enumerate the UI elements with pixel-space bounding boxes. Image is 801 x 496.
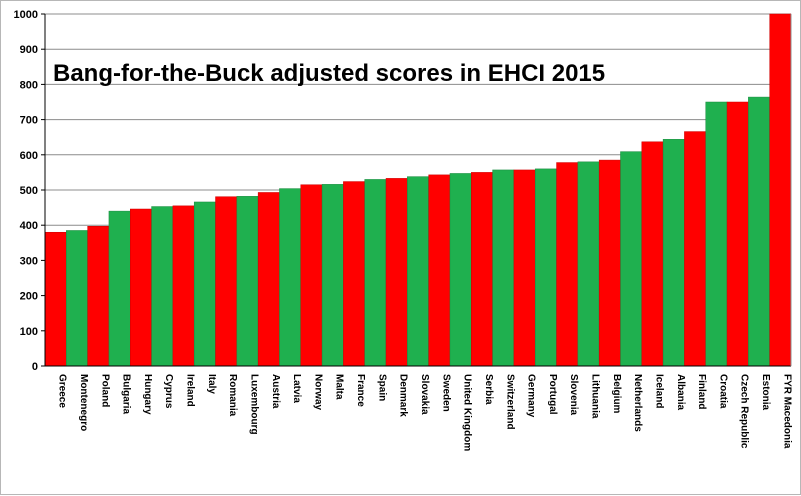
bar <box>620 151 643 367</box>
bar <box>556 162 579 367</box>
bar <box>769 13 792 367</box>
x-tick-label: Lithuania <box>590 374 601 419</box>
x-tick-label: Romania <box>227 374 238 417</box>
y-tick-label: 600 <box>20 150 38 162</box>
x-tick-label: Bulgaria <box>121 374 132 414</box>
x-tick-label: Iceland <box>653 374 664 408</box>
bar <box>172 205 195 367</box>
x-tick-label: Greece <box>57 374 68 408</box>
bar <box>321 184 344 367</box>
x-tick-label: Luxembourg <box>248 374 259 435</box>
bar <box>279 188 302 367</box>
bar <box>343 181 365 367</box>
bar <box>577 161 600 367</box>
x-tick-label: Ireland <box>185 374 196 407</box>
x-tick-label: Czech Republic <box>739 374 750 449</box>
bar <box>598 159 621 367</box>
y-tick-label: 900 <box>20 44 38 56</box>
x-tick-label: Switzerland <box>504 374 515 430</box>
x-tick-label: France <box>355 374 366 407</box>
bars <box>44 13 792 367</box>
x-tick-label: Italy <box>206 374 217 394</box>
x-tick-label: Montenegro <box>78 374 89 431</box>
x-tick-label: Denmark <box>398 374 409 417</box>
y-tick-label: 500 <box>20 185 38 197</box>
bar <box>66 230 88 367</box>
x-tick-label: Serbia <box>483 374 494 405</box>
x-tick-label: Albania <box>675 374 686 411</box>
bar <box>534 168 557 367</box>
x-tick-label: Belgium <box>611 374 622 414</box>
bar <box>407 176 429 367</box>
x-tick-label: Estonia <box>760 374 771 411</box>
x-tick-label: Hungary <box>142 374 153 415</box>
bar <box>257 192 280 367</box>
y-tick-label: 0 <box>32 361 38 373</box>
labels: 0 100 200 300 400 500 600 700 800 900 1000 Greece Mo… <box>14 9 793 451</box>
bar <box>215 196 238 367</box>
x-tick-label: United Kingdom <box>462 374 473 451</box>
axes <box>41 13 792 367</box>
bar <box>44 231 67 367</box>
bar <box>471 172 493 367</box>
y-tick-label: 700 <box>20 115 38 127</box>
x-tick-label: Cyprus <box>163 374 174 409</box>
y-tick-label: 800 <box>20 79 38 91</box>
bar <box>726 101 749 367</box>
x-tick-label: Croatia <box>717 374 728 409</box>
bar <box>193 201 216 367</box>
x-tick-label: Latvia <box>291 374 302 403</box>
bar <box>449 173 472 367</box>
bar <box>705 101 728 367</box>
x-tick-label: Malta <box>334 374 345 400</box>
bar <box>108 210 131 367</box>
y-tick-label: 300 <box>20 255 38 267</box>
x-tick-label: Portugal <box>547 374 558 415</box>
x-tick-label: Spain <box>376 374 387 401</box>
bar <box>130 208 152 367</box>
x-tick-label: Austria <box>270 374 281 409</box>
bar <box>87 226 110 367</box>
x-tick-label: Germany <box>526 374 537 418</box>
bar <box>151 206 174 367</box>
y-tick-label: 100 <box>20 326 38 338</box>
x-tick-label: Netherlands <box>632 374 643 432</box>
bar <box>641 141 664 367</box>
x-tick-label: Slovenia <box>568 374 579 416</box>
y-tick-label: 1000 <box>14 9 38 21</box>
x-tick-label: Sweden <box>440 374 451 412</box>
y-tick-label: 400 <box>20 220 38 232</box>
bar <box>300 184 323 367</box>
x-tick-label: Finland <box>696 374 707 410</box>
y-tick-label: 200 <box>20 291 38 303</box>
x-tick-label: Slovakia <box>419 374 430 415</box>
x-tick-label: FYR Macedonia <box>781 374 792 449</box>
x-tick-label: Norway <box>312 374 323 411</box>
bar <box>662 139 685 367</box>
bar <box>492 169 515 367</box>
bar <box>428 174 451 367</box>
bar <box>385 178 408 367</box>
bar <box>748 96 770 367</box>
bar <box>236 196 259 367</box>
bar <box>684 131 706 367</box>
chart-title: Bang-for-the-Buck adjusted scores in EHC… <box>53 60 605 87</box>
bar <box>513 169 536 367</box>
x-tick-label: Poland <box>99 374 110 407</box>
bar <box>364 179 387 367</box>
